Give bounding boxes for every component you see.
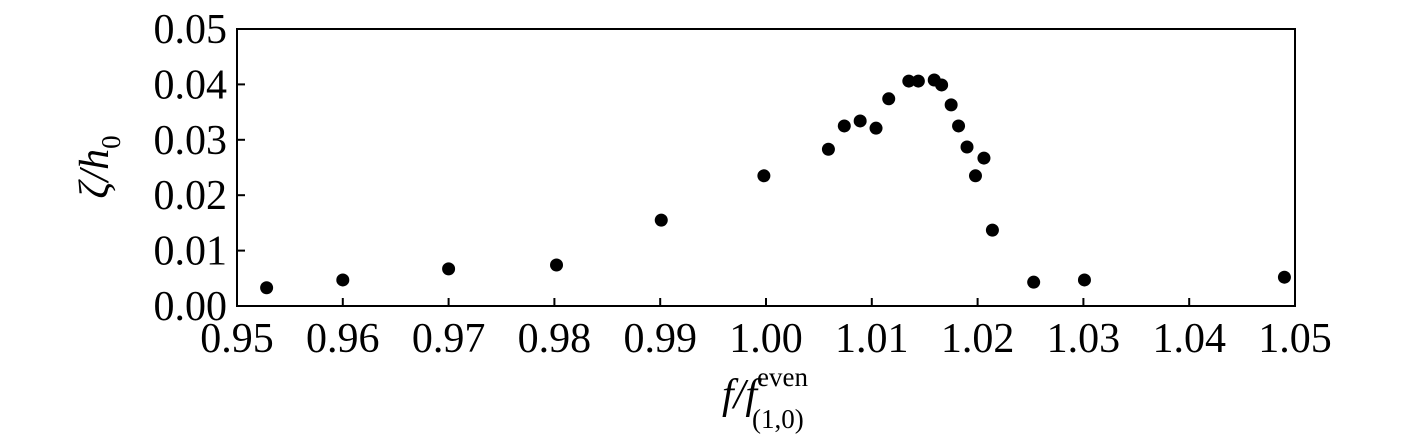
y-axis-label: ζ/h0: [72, 135, 126, 198]
x-tick-label: 0.97: [412, 316, 486, 362]
point: [968, 169, 982, 183]
x-tick-label: 0.98: [518, 316, 592, 362]
y-tick-label: 0.01: [154, 229, 228, 275]
point: [550, 258, 564, 272]
x-label-sup: even: [757, 362, 808, 392]
x-tick-label: 1.02: [941, 316, 1015, 362]
point: [654, 213, 668, 227]
x-tick-label: 1.05: [1258, 316, 1332, 362]
y-tick-label: 0.04: [154, 62, 228, 108]
point: [1277, 270, 1291, 284]
point: [960, 140, 974, 154]
x-tick-label: 0.95: [200, 316, 274, 362]
point: [1077, 273, 1091, 287]
point: [442, 262, 456, 276]
point: [911, 74, 925, 88]
point: [1027, 275, 1041, 289]
point: [853, 114, 867, 128]
x-tick-label: 1.04: [1152, 316, 1226, 362]
x-tick-label: 1.00: [729, 316, 803, 362]
point: [952, 119, 966, 133]
x-label-base: f/f: [722, 372, 762, 418]
x-axis-label: f/feven (1,0): [722, 362, 808, 434]
plot-frame: [236, 28, 1296, 307]
point: [944, 98, 958, 112]
y-label-base: ζ/h: [72, 149, 118, 199]
x-tick-label: 0.99: [623, 316, 697, 362]
point: [935, 78, 949, 92]
point: [882, 92, 896, 106]
x-tick-label: 1.03: [1047, 316, 1121, 362]
y-tick-label: 0.00: [154, 284, 228, 330]
y-tick-label: 0.03: [154, 118, 228, 164]
point: [336, 273, 350, 287]
y-tick-label: 0.02: [154, 173, 228, 219]
y-tick-label: 0.05: [154, 7, 228, 53]
point: [902, 74, 916, 88]
point: [837, 119, 851, 133]
x-tick-label: 0.96: [306, 316, 380, 362]
point: [977, 151, 991, 165]
point: [821, 142, 835, 156]
point: [757, 169, 771, 183]
y-label-sub: 0: [96, 135, 126, 149]
point: [869, 121, 883, 135]
point: [985, 223, 999, 237]
x-tick-label: 1.01: [835, 316, 909, 362]
x-label-sub: (1,0): [752, 404, 804, 434]
point: [260, 281, 274, 295]
